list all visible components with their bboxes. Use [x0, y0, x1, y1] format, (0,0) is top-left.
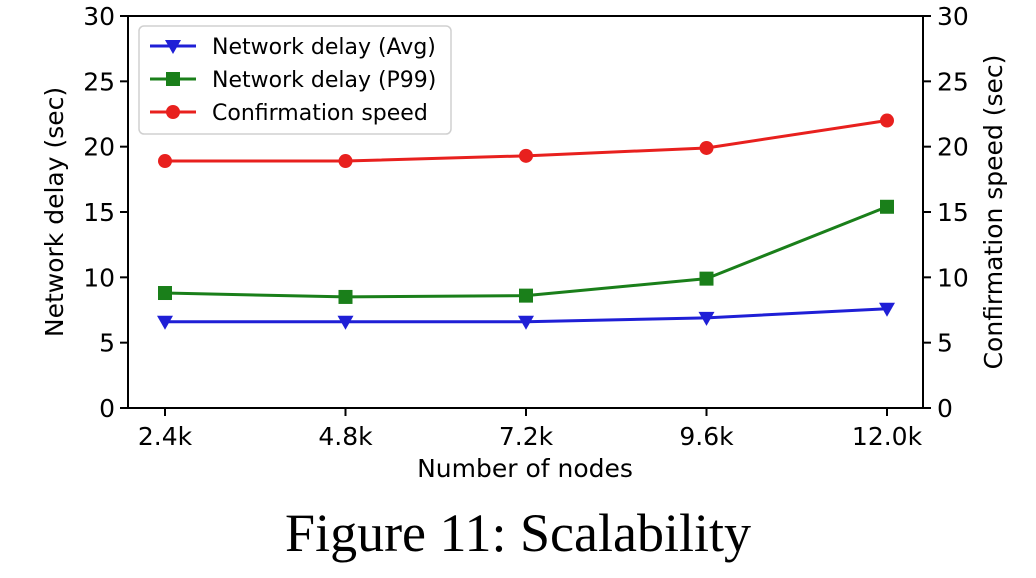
legend-marker — [166, 105, 180, 119]
right-y-tick-label: 20 — [937, 133, 969, 162]
right-y-tick-label: 15 — [937, 198, 969, 227]
right-y-tick-label: 10 — [937, 263, 969, 292]
data-point — [158, 154, 172, 169]
left-y-axis-label: Network delay (sec) — [40, 87, 69, 337]
x-axis-label: Number of nodes — [417, 454, 633, 483]
legend-marker — [165, 40, 181, 54]
data-point — [698, 311, 715, 326]
series-3 — [158, 113, 894, 169]
data-point — [519, 288, 533, 303]
x-tick-label: 7.2k — [499, 422, 554, 451]
right-y-axis-ticks: 0 5 10 15 20 25 30 — [923, 2, 969, 423]
data-point — [699, 271, 714, 286]
data-point — [519, 148, 533, 163]
data-point — [880, 199, 894, 214]
left-y-tick-label: 20 — [83, 133, 115, 162]
right-y-tick-label: 0 — [937, 394, 953, 423]
right-y-axis-label: Confirmation speed (sec) — [979, 55, 1008, 370]
left-y-axis-ticks: 0 5 10 15 20 25 30 — [83, 2, 128, 423]
data-point — [880, 113, 894, 128]
legend-label: Network delay (P99) — [212, 68, 436, 93]
x-tick-label: 12.0k — [852, 422, 923, 451]
legend: Network delay (Avg) Network delay (P99) Co… — [138, 25, 452, 135]
series-1 — [157, 302, 895, 330]
data-point — [157, 315, 173, 330]
legend-item: Confirmation speed — [150, 101, 428, 126]
legend-item: Network delay (Avg) — [150, 35, 436, 60]
legend-items: Network delay (Avg) Network delay (P99) Co… — [150, 35, 436, 126]
series-2 — [158, 199, 894, 304]
legend-box — [138, 25, 452, 135]
data-point — [158, 286, 172, 301]
legend-item: Network delay (P99) — [150, 68, 436, 93]
x-axis-ticks: 2.4k 4.8k 7.2k 9.6k 12.0k — [138, 408, 923, 451]
left-y-tick-label: 30 — [83, 2, 115, 31]
data-point — [337, 315, 354, 330]
data-point — [879, 302, 895, 317]
legend-marker — [166, 72, 180, 86]
left-y-tick-label: 15 — [83, 198, 115, 227]
right-y-tick-label: 25 — [937, 67, 969, 96]
series-layer — [157, 113, 895, 330]
figure-caption: Figure 11: Scalability — [285, 503, 751, 563]
legend-label: Confirmation speed — [212, 101, 428, 126]
x-tick-label: 2.4k — [138, 422, 193, 451]
left-y-tick-label: 25 — [83, 67, 115, 96]
x-tick-label: 4.8k — [318, 422, 373, 451]
data-point — [518, 315, 534, 330]
right-y-tick-label: 5 — [937, 329, 953, 358]
left-y-tick-label: 10 — [83, 263, 115, 292]
data-point — [338, 289, 353, 304]
plot-frame — [127, 15, 924, 409]
data-point — [699, 140, 714, 155]
legend-label: Network delay (Avg) — [212, 35, 436, 60]
data-point — [338, 154, 353, 169]
left-y-tick-label: 0 — [99, 394, 115, 423]
right-y-tick-label: 30 — [937, 2, 969, 31]
x-tick-label: 9.6k — [679, 422, 734, 451]
left-y-tick-label: 5 — [99, 329, 115, 358]
